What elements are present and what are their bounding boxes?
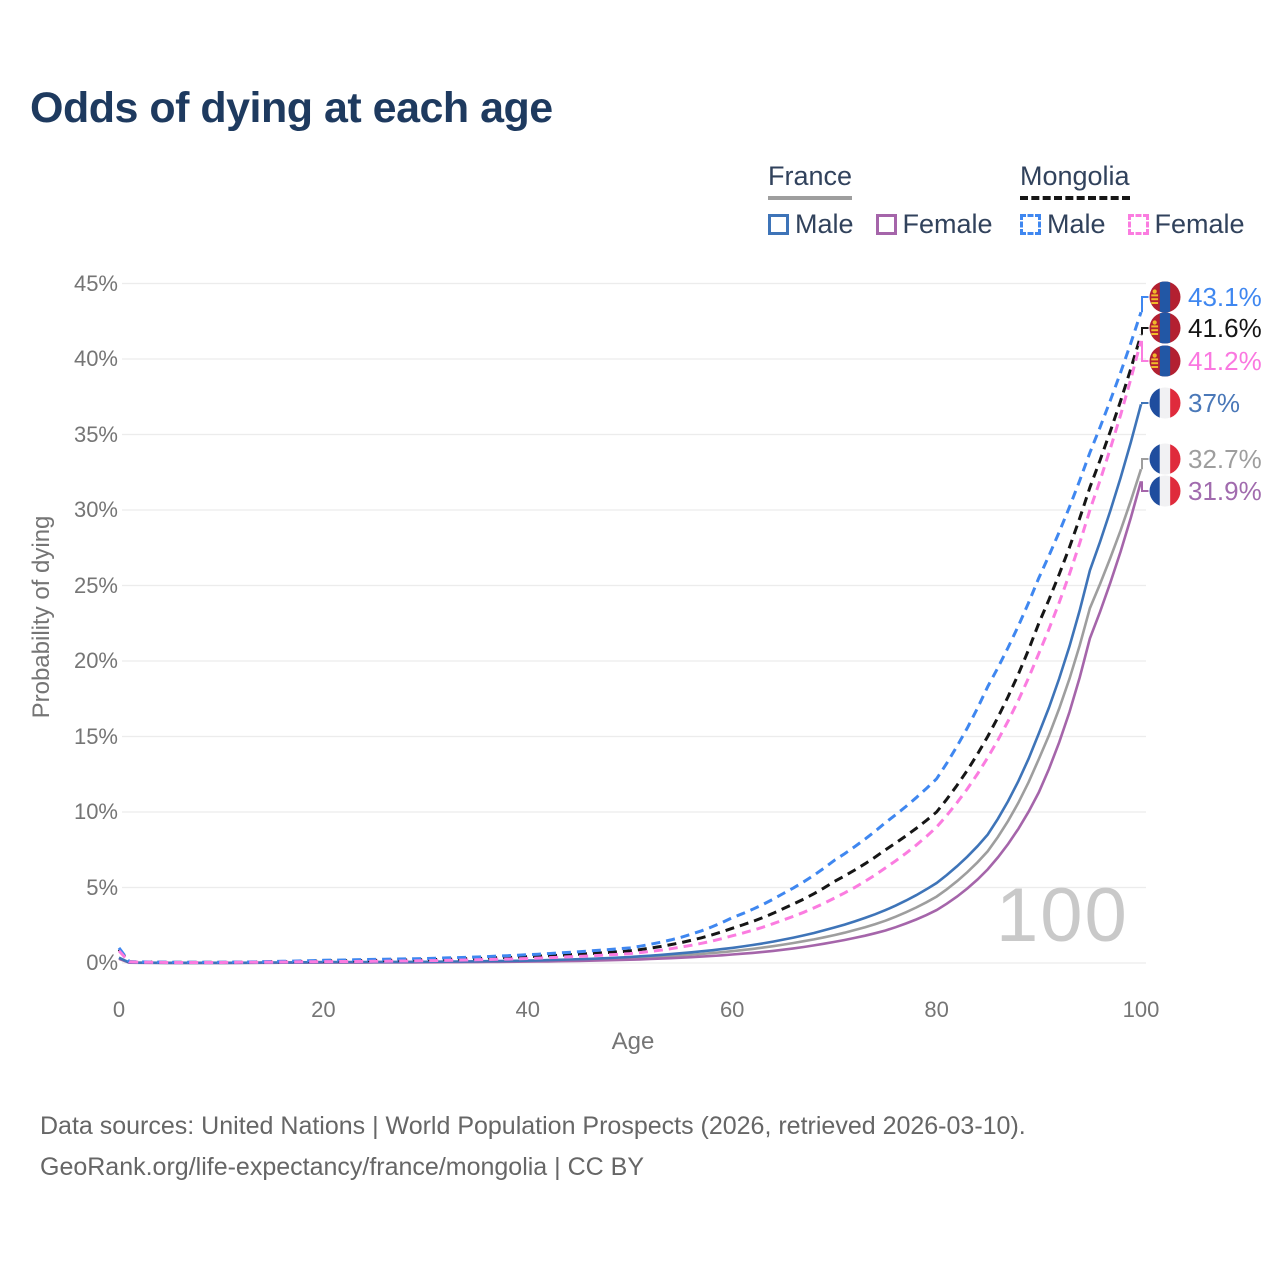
x-tick-label-100: 100: [1122, 997, 1160, 1022]
france-female-swatch-icon: [875, 214, 897, 235]
footer: Data sources: United Nations | World Pop…: [40, 1106, 1026, 1188]
y-tick-label-15: 15%: [73, 723, 118, 749]
x-tick-label-0: 0: [112, 997, 126, 1022]
legend-item-france-male[interactable]: Male: [768, 209, 854, 240]
mongolia-female-swatch-icon: [1127, 214, 1149, 235]
series-line-france_male: [118, 403, 1143, 965]
series-line-france_both: [118, 468, 1143, 965]
y-tick-label-0: 0%: [86, 950, 118, 975]
leader-line-france_female: [1141, 481, 1149, 492]
france-male-swatch-icon: [768, 214, 789, 235]
legend-group-france: France Male Female: [768, 161, 993, 240]
series-line-mongolia_male: [117, 311, 1143, 964]
x-tick-label-60: 60: [719, 997, 745, 1022]
end-label-france_female: 31.9%: [1188, 476, 1262, 506]
legend-title-mongolia: Mongolia: [1020, 161, 1130, 200]
legend-group-mongolia: Mongolia Male Female: [1020, 161, 1245, 240]
leader-line-mongolia_both: [1141, 327, 1149, 335]
legend-title-france: France: [768, 161, 853, 200]
mongolia-flag-icon: [1149, 345, 1181, 377]
legend-item-france-female[interactable]: Female: [875, 209, 993, 240]
y-tick-label-10: 10%: [73, 799, 118, 824]
leader-line-mongolia_male: [1141, 296, 1149, 313]
y-tick-label-30: 30%: [73, 497, 118, 522]
page-title: Odds of dying at each age: [30, 84, 553, 132]
legend-item-label: Male: [1047, 209, 1106, 239]
attribution-line: GeoRank.org/life-expectancy/france/mongo…: [40, 1153, 645, 1181]
y-tick-label-5: 5%: [86, 874, 118, 900]
legend-item-mongolia-female[interactable]: Female: [1127, 209, 1245, 240]
end-label-mongolia_male: 43.1%: [1188, 282, 1262, 312]
legend-item-label: Female: [902, 209, 993, 239]
y-tick-label-35: 35%: [73, 421, 118, 447]
y-tick-label-45: 45%: [73, 270, 118, 296]
y-tick-label-40: 40%: [73, 346, 118, 371]
legend-item-label: Female: [1154, 209, 1245, 239]
end-label-france_both: 32.7%: [1188, 444, 1262, 474]
y-tick-label-20: 20%: [73, 648, 118, 673]
leader-line-mongolia_female: [1141, 340, 1149, 362]
end-label-mongolia_both: 41.6%: [1188, 313, 1262, 343]
x-tick-label-40: 40: [515, 997, 541, 1022]
x-tick-label-20: 20: [311, 997, 336, 1022]
series-line-mongolia_female: [117, 340, 1143, 964]
series-line-france_female: [118, 480, 1143, 965]
legend-item-label: Male: [795, 209, 854, 239]
y-tick-label-25: 25%: [73, 572, 118, 598]
legend-item-mongolia-male[interactable]: Male: [1020, 209, 1106, 240]
data-source-line: Data sources: United Nations | World Pop…: [40, 1112, 1026, 1140]
end-label-france_male: 37%: [1188, 388, 1241, 418]
end-label-mongolia_female: 41.2%: [1188, 346, 1262, 376]
x-tick-label-80: 80: [924, 997, 949, 1022]
mongolia-flag-icon: [1149, 281, 1181, 313]
france-flag-icon: [1149, 443, 1181, 475]
mongolia-flag-icon: [1149, 312, 1181, 344]
series-line-mongolia_both: [117, 334, 1143, 964]
leader-line-france_male: [1141, 402, 1149, 405]
leader-line-france_both: [1141, 458, 1149, 470]
france-flag-icon: [1149, 475, 1181, 507]
france-flag-icon: [1149, 387, 1181, 419]
age-indicator-watermark: 100: [996, 873, 1129, 958]
mongolia-male-swatch-icon: [1020, 214, 1041, 235]
x-axis-title: Age: [611, 1028, 655, 1055]
